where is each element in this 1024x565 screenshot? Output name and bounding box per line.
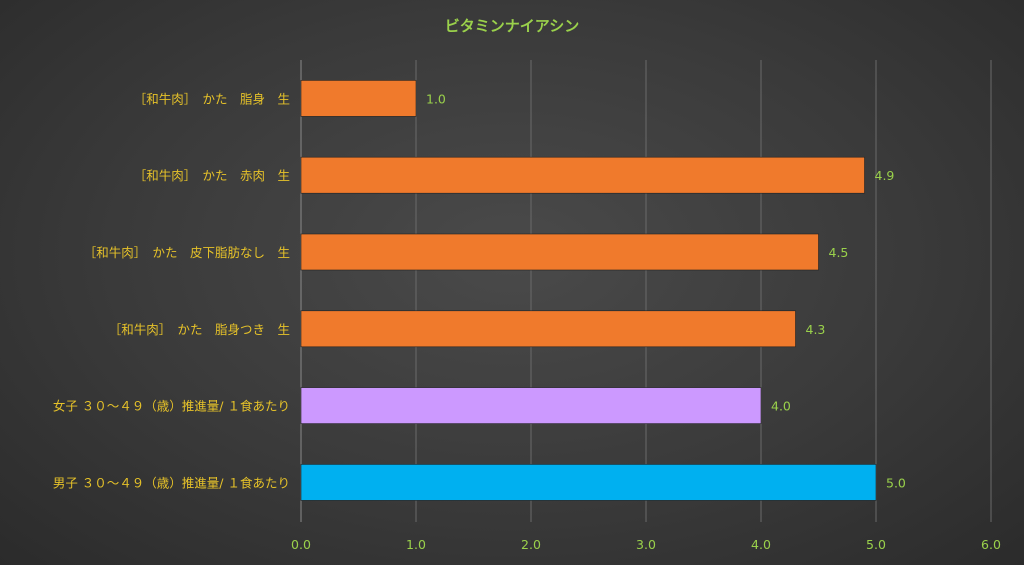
category-label: 男子 ３０～４９（歳）推進量/ １食あたり — [53, 475, 290, 490]
bars — [300, 80, 877, 501]
x-axis-ticks: 0.0 1.0 2.0 3.0 4.0 5.0 6.0 — [291, 537, 1001, 552]
chart-title: ビタミンナイアシン — [445, 17, 579, 35]
x-tick-label: 5.0 — [866, 537, 886, 552]
category-label: ［和牛肉］ かた 脂身 生 — [134, 91, 290, 106]
bar — [300, 233, 819, 271]
data-label: 1.0 — [426, 91, 446, 106]
x-tick-label: 6.0 — [981, 537, 1001, 552]
bar — [300, 310, 796, 348]
category-label: 女子 ３０～４９（歳）推進量/ １食あたり — [53, 399, 290, 414]
bar — [300, 387, 762, 424]
bar — [300, 80, 417, 117]
data-label: 4.9 — [875, 168, 895, 183]
x-tick-label: 2.0 — [521, 537, 541, 552]
category-label: ［和牛肉］ かた 皮下脂肪なし 生 — [84, 245, 290, 260]
data-label: 4.0 — [771, 399, 791, 414]
data-label: 5.0 — [886, 475, 906, 490]
data-labels: 1.0 4.9 4.5 4.3 4.0 5.0 — [426, 91, 906, 490]
category-label: ［和牛肉］ かた 赤肉 生 — [134, 168, 290, 183]
data-label: 4.3 — [806, 322, 826, 337]
gridlines — [300, 60, 992, 522]
bar — [300, 156, 865, 194]
x-tick-label: 0.0 — [291, 537, 311, 552]
category-label: ［和牛肉］ かた 脂身つき 生 — [109, 322, 290, 337]
x-tick-label: 1.0 — [406, 537, 426, 552]
bar — [300, 464, 877, 501]
category-labels: ［和牛肉］ かた 脂身 生 ［和牛肉］ かた 赤肉 生 ［和牛肉］ かた 皮下脂肪な… — [53, 91, 290, 490]
x-tick-label: 4.0 — [751, 537, 771, 552]
x-tick-label: 3.0 — [636, 537, 656, 552]
data-label: 4.5 — [829, 245, 849, 260]
